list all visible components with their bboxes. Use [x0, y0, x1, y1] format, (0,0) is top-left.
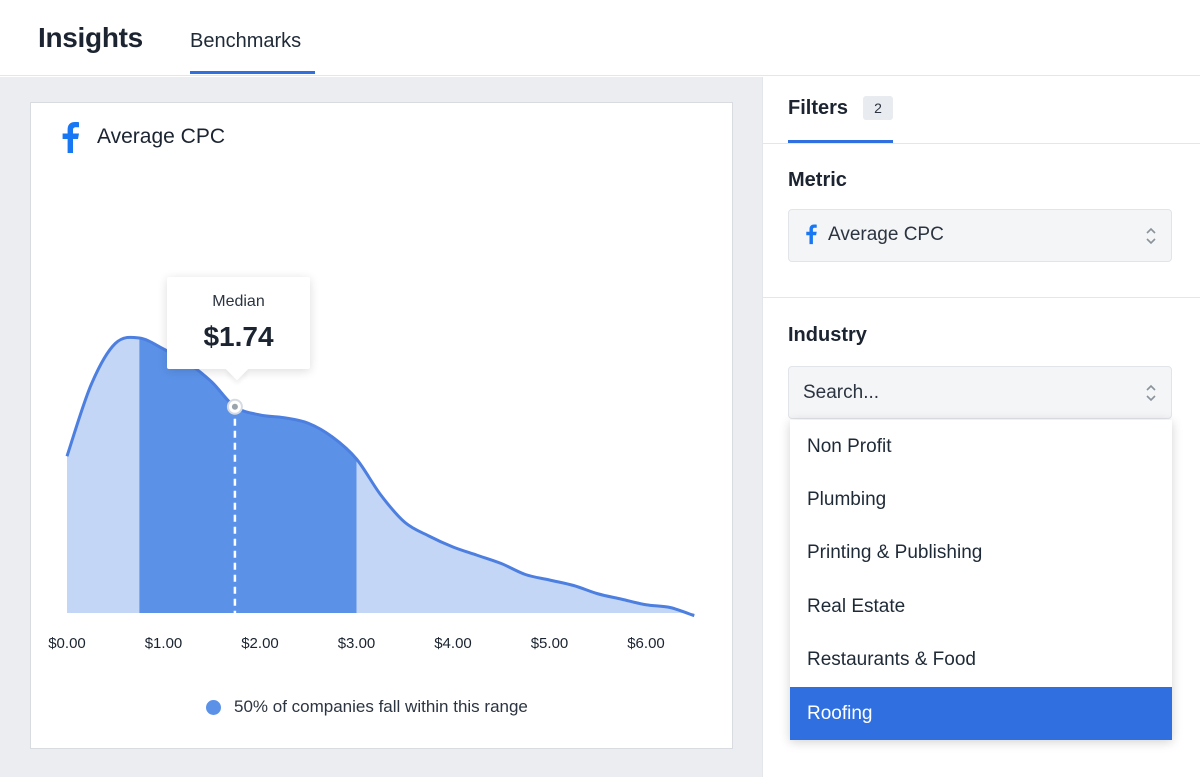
median-marker-inner [231, 403, 238, 410]
filters-tab-indicator [788, 140, 893, 143]
industry-search-select[interactable] [788, 366, 1172, 419]
tab-benchmarks[interactable]: Benchmarks [190, 30, 302, 52]
page-title: Insights [38, 22, 143, 53]
middle-50-percent-area [139, 338, 357, 613]
industry-search-input[interactable] [803, 367, 1133, 418]
tab-filters[interactable]: Filters [788, 97, 849, 119]
industry-option-restaurants-food[interactable]: Restaurants & Food [807, 649, 976, 671]
content-area: Average CPC $0.00 $1.00 $2.00 $3.00 $4.00 $5.… [0, 77, 762, 777]
facebook-icon [806, 224, 817, 245]
x-tick-label: $2.00 [241, 635, 279, 652]
x-tick-label: $0.00 [48, 635, 86, 652]
facebook-icon [62, 122, 79, 153]
industry-option-plumbing[interactable]: Plumbing [807, 489, 887, 511]
metric-select[interactable]: Average CPC [788, 209, 1172, 262]
x-tick-label: $3.00 [338, 635, 376, 652]
divider [763, 297, 1200, 298]
x-tick-label: $6.00 [627, 635, 665, 652]
industry-dropdown-list: Non Profit Plumbing Printing & Publishin… [790, 420, 1172, 741]
industry-option-roofing[interactable]: Roofing [790, 686, 1172, 741]
x-tick-label: $5.00 [531, 635, 569, 652]
card-title: Average CPC [97, 125, 226, 148]
distribution-chart: $0.00 $1.00 $2.00 $3.00 $4.00 $5.00 $6.00 [48, 335, 695, 652]
filters-count-badge: 2 [863, 96, 893, 120]
metric-select-value: Average CPC [828, 224, 944, 245]
tooltip-value: $1.74 [203, 321, 274, 352]
filters-panel: Filters 2 Metric Average CPC Industry No… [762, 77, 1200, 777]
chart-legend: 50% of companies fall within this range [206, 697, 528, 717]
industry-label: Industry [788, 324, 867, 346]
benchmark-card: Average CPC $0.00 $1.00 $2.00 $3.00 $4.00 $5.… [30, 102, 733, 749]
top-header: Insights Benchmarks [0, 0, 1200, 76]
legend-label: 50% of companies fall within this range [234, 697, 528, 716]
chevron-updown-icon [1146, 384, 1156, 402]
median-tooltip: Median $1.74 [167, 277, 310, 381]
tooltip-label: Median [212, 293, 265, 310]
industry-option-non-profit[interactable]: Non Profit [807, 435, 892, 457]
legend-dot [206, 699, 221, 715]
industry-option-printing-publishing[interactable]: Printing & Publishing [807, 542, 983, 564]
metric-label: Metric [788, 169, 847, 191]
industry-option-real-estate[interactable]: Real Estate [807, 595, 906, 617]
divider [763, 143, 1200, 144]
x-tick-label: $4.00 [434, 635, 472, 652]
x-tick-label: $1.00 [145, 635, 183, 652]
active-tab-indicator [190, 71, 315, 74]
chevron-updown-icon [1146, 227, 1156, 245]
